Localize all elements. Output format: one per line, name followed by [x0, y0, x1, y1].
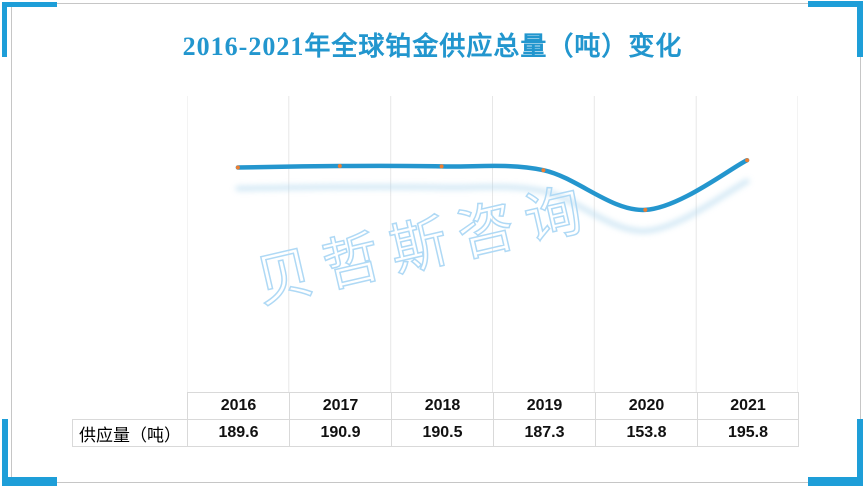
- data-point-marker-2018: [439, 164, 444, 169]
- series-line-shadow: [235, 178, 750, 234]
- line-chart: [187, 96, 798, 392]
- page-border-frame: [11, 3, 861, 483]
- value-cell: 189.6: [187, 419, 289, 447]
- data-point-marker-2019: [541, 168, 546, 173]
- year-header-cell: 2016: [187, 392, 289, 419]
- corner-accent-top-left-v: [2, 2, 7, 57]
- corner-accent-bottom-left-v: [2, 419, 8, 483]
- data-point-marker-2021: [745, 158, 750, 163]
- corner-accent-top-right-h: [808, 1, 863, 7]
- corner-accent-top-right-v: [857, 1, 863, 57]
- data-table: 2016 2017 2018 2019 2020 2021 供应量（吨） 189.6 190.9…: [72, 392, 799, 448]
- value-cell: 190.5: [391, 419, 493, 447]
- corner-accent-bottom-left-h: [2, 477, 57, 486]
- series-line: [235, 157, 750, 213]
- data-point-marker-2016: [235, 165, 240, 170]
- value-cell: 190.9: [289, 419, 391, 447]
- corner-accent-bottom-right-h: [808, 477, 863, 486]
- year-header-cell: 2021: [697, 392, 799, 419]
- chart-title: 2016-2021年全球铂金供应总量（吨）变化: [182, 32, 683, 61]
- table-corner-cell: [72, 392, 187, 419]
- year-header-cell: 2017: [289, 392, 391, 419]
- year-header-cell: 2020: [595, 392, 697, 419]
- value-cell: 187.3: [493, 419, 595, 447]
- corner-accent-top-left-h: [2, 2, 57, 7]
- year-header-cell: 2018: [391, 392, 493, 419]
- year-header-cell: 2019: [493, 392, 595, 419]
- row-header-cell: 供应量（吨）: [72, 419, 187, 447]
- corner-accent-bottom-right-v: [857, 419, 863, 483]
- value-cell: 153.8: [595, 419, 697, 447]
- data-point-marker-2020: [643, 207, 648, 212]
- data-point-marker-2017: [337, 164, 342, 168]
- value-cell: 195.8: [697, 419, 799, 447]
